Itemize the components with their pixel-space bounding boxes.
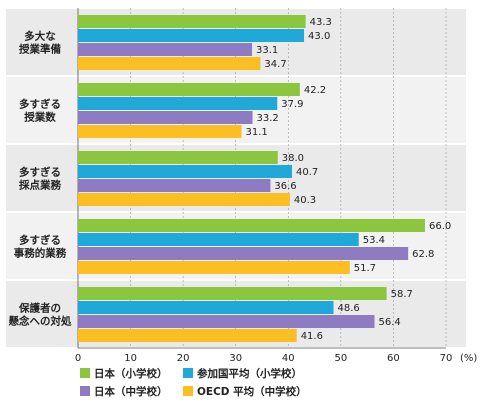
value-label: 62.8 (412, 249, 434, 260)
legend-label: 参加国平均（小学校） (197, 367, 302, 380)
value-label: 56.4 (379, 317, 401, 328)
value-label: 43.3 (310, 17, 332, 28)
x-tick-label: 40 (282, 353, 295, 364)
value-label: 40.3 (294, 195, 316, 206)
value-label: 58.7 (391, 289, 413, 300)
x-tick-label: 60 (387, 353, 400, 364)
bar (78, 151, 278, 164)
bar (78, 179, 271, 192)
category-labels: 多大な授業準備多すぎる授業数多すぎる採点業務多すぎる事務的業務保護者の懸念への対… (9, 30, 72, 328)
value-label: 43.0 (308, 31, 330, 42)
category-label: 多すぎる (19, 234, 61, 247)
value-label: 41.6 (301, 331, 323, 342)
x-tick-label: 30 (229, 353, 242, 364)
category-label: 授業準備 (19, 43, 61, 56)
legend-label: 日本（中学校） (94, 385, 168, 398)
value-label: 37.9 (281, 99, 303, 110)
bar (78, 29, 305, 42)
value-labels: 43.3 43.0 33.1 34.7 42.237.933.2 31.1 38.0 40.7… (245, 17, 451, 342)
bar (78, 261, 350, 274)
value-label: 34.7 (264, 59, 286, 70)
x-tick-label: 10 (124, 353, 137, 364)
bar (78, 193, 290, 206)
value-label: 40.7 (296, 167, 318, 178)
value-label: 36.6 (274, 181, 296, 192)
legend-label: 日本（小学校） (94, 367, 168, 380)
category-label: 採点業務 (19, 179, 61, 192)
bar (78, 315, 375, 328)
legend-swatch (183, 386, 193, 396)
category-label: 多大な (24, 30, 56, 43)
category-label: 事務的業務 (14, 247, 67, 260)
bar (78, 329, 297, 342)
category-label: 懸念への対処 (9, 315, 72, 328)
bar (78, 83, 300, 96)
value-label: 33.2 (257, 113, 279, 124)
bar (78, 301, 334, 314)
value-label: 31.1 (245, 127, 267, 138)
bar (78, 165, 292, 178)
value-label: 48.6 (337, 303, 359, 314)
x-tick-label: 50 (334, 353, 347, 364)
legend-label: OECD 平均（中学校） (197, 385, 307, 398)
category-label: 多すぎる (19, 98, 61, 111)
legend-swatch (183, 368, 193, 378)
bar (78, 111, 253, 124)
bar (78, 287, 387, 300)
value-label: 42.2 (304, 85, 326, 96)
category-label: 多すぎる (19, 166, 61, 179)
value-label: 53.4 (363, 235, 385, 246)
x-unit-label: (%) (460, 353, 477, 364)
legend-swatch (80, 368, 90, 378)
bar (78, 43, 253, 56)
x-tick-label: 20 (177, 353, 190, 364)
legend: 日本（小学校） 参加国平均（小学校） 日本（中学校） OECD 平均（中学校） (80, 367, 307, 398)
bar (78, 219, 425, 232)
legend-swatch (80, 386, 90, 396)
x-tick-label: 70 (440, 353, 453, 364)
bar (78, 247, 409, 260)
category-label: 保護者の (18, 302, 61, 315)
value-label: 66.0 (429, 221, 451, 232)
x-tick-labels: 0 10 20 30 40 50 60 70 (75, 353, 453, 364)
bar (78, 233, 359, 246)
bar (78, 15, 306, 28)
x-tick-label: 0 (75, 353, 81, 364)
value-label: 33.1 (256, 45, 278, 56)
bars (78, 15, 425, 342)
category-label: 授業数 (24, 111, 56, 124)
bar (78, 97, 278, 110)
bar (78, 57, 261, 70)
bar (78, 125, 242, 138)
value-label: 38.0 (282, 153, 304, 164)
value-label: 51.7 (354, 263, 376, 274)
